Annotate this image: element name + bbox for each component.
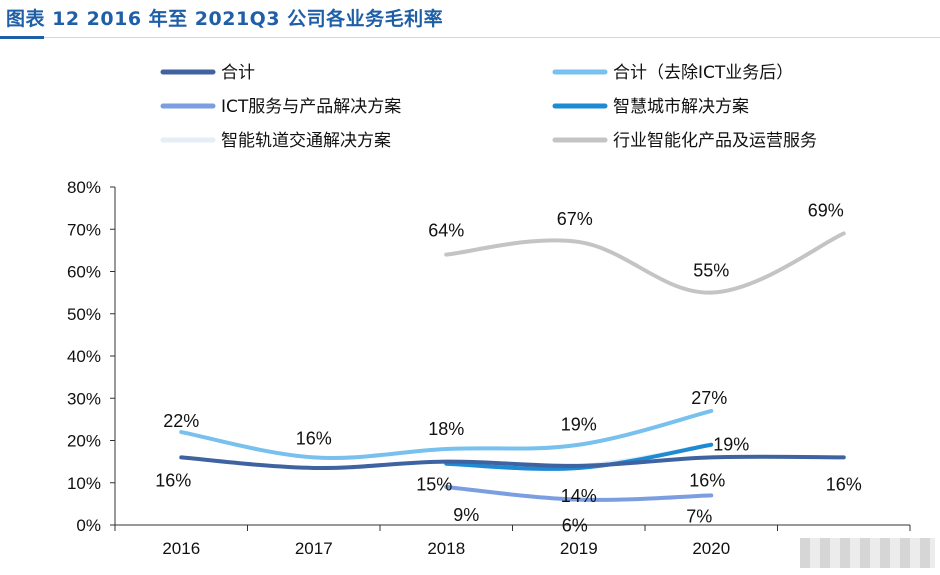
chart-title: 图表 12 2016 年至 2021Q3 公司各业务毛利率 — [6, 8, 444, 30]
series-line — [444, 442, 714, 471]
data-label: 15% — [416, 475, 452, 495]
legend-label: 合计 — [221, 63, 255, 83]
title-divider — [44, 37, 940, 38]
data-label: 16% — [296, 428, 332, 448]
data-label: 16% — [826, 474, 862, 494]
data-label: 14% — [561, 486, 597, 506]
data-label: 7% — [686, 506, 712, 526]
data-label: 19% — [561, 415, 597, 435]
data-label: 6% — [562, 516, 588, 536]
title-underline — [0, 36, 44, 39]
y-tick-label: 10% — [67, 474, 101, 493]
y-tick-label: 80% — [67, 178, 101, 197]
y-tick-label: 0% — [76, 516, 101, 535]
legend-label: 合计（去除ICT业务后） — [613, 63, 793, 83]
legend-label: 智慧城市解决方案 — [613, 97, 749, 117]
data-label: 67% — [557, 209, 593, 229]
data-label: 22% — [163, 411, 199, 431]
y-tick-label: 60% — [67, 263, 101, 282]
data-label: 18% — [428, 419, 464, 439]
series-line — [179, 408, 714, 460]
y-tick-label: 20% — [67, 432, 101, 451]
data-label: 27% — [691, 388, 727, 408]
series-line — [444, 484, 714, 502]
y-tick-label: 40% — [67, 347, 101, 366]
data-label: 69% — [808, 200, 844, 220]
legend-label: 智能轨道交通解决方案 — [221, 131, 391, 151]
data-label: 64% — [428, 221, 464, 241]
watermark — [800, 538, 935, 568]
y-tick-label: 50% — [67, 305, 101, 324]
x-tick-label: 2016 — [162, 539, 200, 558]
x-tick-label: 2018 — [427, 539, 465, 558]
series-line — [179, 454, 846, 471]
x-tick-label: 2019 — [560, 539, 598, 558]
x-tick-label: 2020 — [692, 539, 730, 558]
x-tick-label: 2017 — [295, 539, 333, 558]
y-tick-label: 30% — [67, 389, 101, 408]
y-tick-label: 70% — [67, 220, 101, 239]
data-label: 16% — [155, 470, 191, 490]
data-label: 55% — [693, 261, 729, 281]
series-line — [444, 231, 846, 295]
data-label: 16% — [689, 470, 725, 490]
data-label: 9% — [453, 505, 479, 525]
legend-label: ICT服务与产品解决方案 — [221, 97, 401, 117]
data-label: 19% — [713, 435, 749, 455]
legend-label: 行业智能化产品及运营服务 — [613, 131, 817, 151]
